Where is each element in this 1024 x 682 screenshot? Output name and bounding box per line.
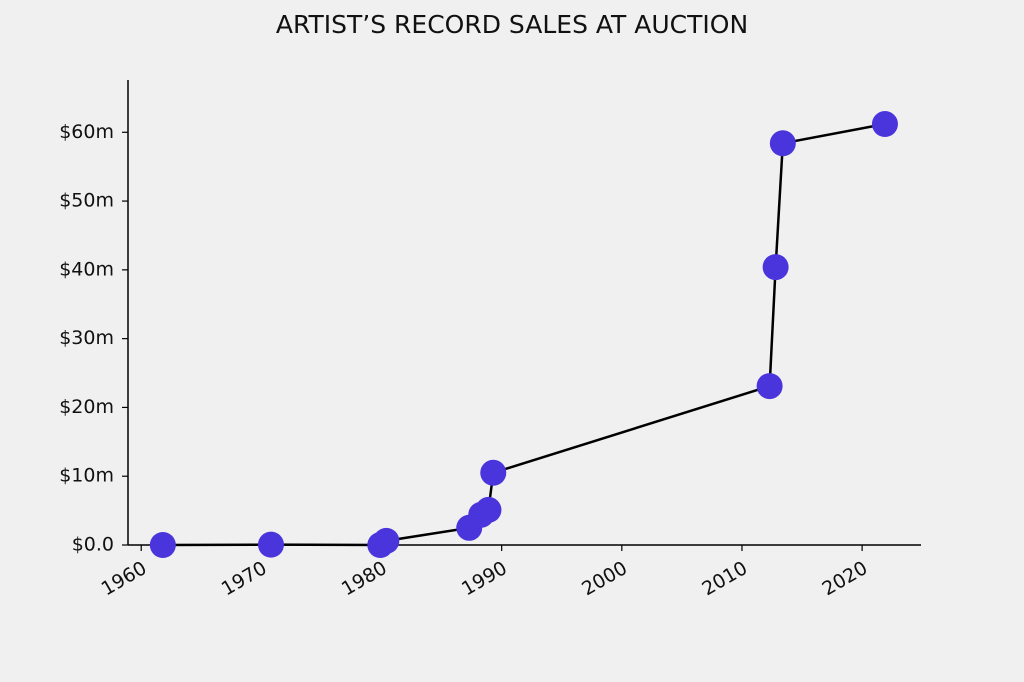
y-tick-label: $40m bbox=[59, 258, 114, 280]
point bbox=[769, 130, 796, 157]
point bbox=[762, 254, 789, 281]
y-tick-label: $20m bbox=[59, 396, 114, 418]
y-tick-label: $60m bbox=[59, 121, 114, 143]
x-tick-label: 1990 bbox=[458, 557, 511, 600]
point bbox=[756, 373, 783, 400]
point bbox=[257, 531, 284, 558]
x-tick-label: 2010 bbox=[698, 557, 751, 600]
point bbox=[480, 459, 507, 486]
x-tick-label: 1970 bbox=[218, 557, 271, 600]
point bbox=[149, 532, 176, 558]
point bbox=[373, 527, 400, 554]
x-tick-label: 1960 bbox=[98, 557, 151, 600]
y-tick-label: $0.0 bbox=[72, 534, 114, 556]
series-line bbox=[162, 122, 886, 547]
x-tick-label: 2000 bbox=[578, 557, 631, 600]
y-tick-label: $10m bbox=[59, 465, 114, 487]
chart-title: ARTIST’S RECORD SALES AT AUCTION bbox=[276, 10, 748, 39]
y-tick-label: $30m bbox=[59, 327, 114, 349]
point bbox=[871, 111, 898, 138]
y-tick-label: $50m bbox=[59, 190, 114, 212]
point bbox=[475, 496, 502, 523]
x-tick-label: 1980 bbox=[338, 557, 391, 600]
x-tick-label: 2020 bbox=[818, 557, 871, 600]
